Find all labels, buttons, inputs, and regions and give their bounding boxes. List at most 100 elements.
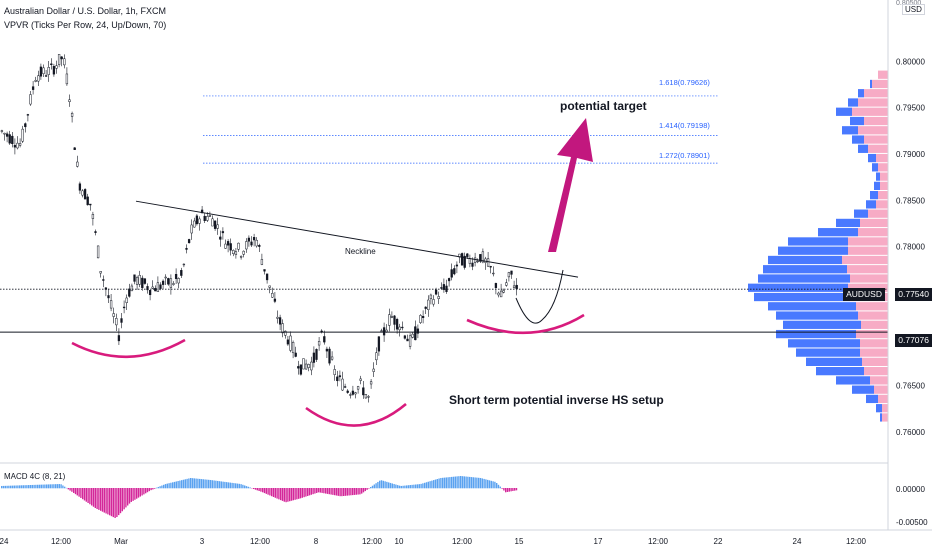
- candle-body: [84, 189, 86, 199]
- candle-body: [394, 316, 396, 324]
- macd-positive-bar: [6, 486, 7, 489]
- candle-body: [477, 261, 479, 262]
- fib-label-1618: 1.618(0.79626): [659, 78, 710, 87]
- candle-body: [303, 359, 305, 369]
- macd-negative-bar: [285, 488, 286, 502]
- macd-negative-bar: [278, 488, 279, 499]
- candle-body: [238, 243, 240, 249]
- macd-negative-bar: [316, 488, 317, 493]
- vpvr-up-bar: [842, 126, 858, 134]
- vpvr-down-bar: [868, 145, 888, 153]
- macd-positive-bar: [471, 477, 472, 488]
- candle-body: [433, 299, 435, 304]
- macd-positive-bar: [212, 480, 213, 488]
- target-arrow[interactable]: [548, 118, 593, 252]
- macd-negative-bar: [352, 488, 353, 495]
- macd-negative-bar: [96, 488, 97, 509]
- vpvr-down-bar: [864, 89, 888, 97]
- macd-negative-bar: [507, 488, 508, 492]
- vpvr-down-bar: [878, 395, 888, 403]
- macd-positive-bar: [386, 482, 387, 488]
- indicator-label[interactable]: VPVR (Ticks Per Row, 24, Up/Down, 70): [4, 20, 166, 30]
- candle-body: [193, 221, 195, 227]
- macd-positive-bar: [249, 487, 250, 488]
- macd-positive-bar: [248, 487, 249, 489]
- candle-body: [230, 243, 232, 250]
- macd-negative-bar: [320, 488, 321, 493]
- macd-positive-bar: [410, 485, 411, 488]
- candle-body: [110, 301, 112, 309]
- macd-positive-bar: [37, 485, 38, 489]
- candle-body: [118, 335, 120, 340]
- candle-body: [282, 324, 284, 333]
- y-tick-label: 0.76500: [896, 382, 925, 391]
- symbol-title[interactable]: Australian Dollar / U.S. Dollar, 1h, FXC…: [4, 6, 166, 16]
- vpvr-up-bar: [876, 172, 880, 180]
- candle-body: [128, 289, 130, 296]
- left-shoulder-curve[interactable]: [72, 340, 185, 357]
- candle-body: [30, 95, 32, 105]
- macd-positive-bar: [500, 487, 501, 489]
- vpvr-up-bar: [858, 89, 864, 97]
- vpvr-down-bar: [860, 348, 888, 356]
- vpvr-down-bar: [882, 404, 888, 412]
- macd-negative-bar: [275, 488, 276, 498]
- macd-positive-bar: [172, 482, 173, 488]
- right-shoulder-curve[interactable]: [467, 315, 584, 333]
- macd-negative-bar: [143, 488, 144, 494]
- neckline[interactable]: [136, 201, 578, 277]
- candle-body: [204, 216, 206, 221]
- macd-positive-bar: [420, 484, 421, 488]
- macd-negative-bar: [113, 488, 114, 517]
- head-curve[interactable]: [306, 404, 406, 426]
- macd-positive-bar: [440, 478, 441, 488]
- macd-positive-bar: [496, 483, 497, 488]
- candle-body: [347, 391, 349, 393]
- macd-negative-bar: [149, 488, 150, 491]
- macd-positive-bar: [190, 478, 191, 488]
- macd-positive-bar: [384, 481, 385, 488]
- macd-positive-bar: [41, 485, 42, 489]
- vpvr-up-bar: [758, 274, 850, 282]
- candle-body: [438, 296, 440, 298]
- macd-positive-bar: [237, 484, 238, 489]
- macd-negative-bar: [84, 488, 85, 500]
- macd-positive-bar: [487, 480, 488, 488]
- currency-button[interactable]: USD: [902, 4, 925, 15]
- macd-negative-bar: [305, 488, 306, 497]
- candle-body: [378, 337, 380, 351]
- candle-body: [113, 314, 115, 317]
- vpvr-up-bar: [818, 228, 858, 236]
- macd-label[interactable]: MACD 4C (8, 21): [4, 472, 65, 481]
- candle-body: [115, 318, 117, 325]
- macd-positive-bar: [210, 480, 211, 488]
- vpvr-up-bar: [880, 413, 882, 421]
- macd-negative-bar: [325, 488, 326, 494]
- macd-positive-bar: [395, 485, 396, 489]
- macd-negative-bar: [77, 488, 78, 495]
- macd-positive-bar: [474, 477, 475, 488]
- candle-body: [383, 328, 385, 336]
- candle-body: [48, 67, 50, 74]
- candle-body: [186, 248, 188, 249]
- macd-negative-bar: [343, 488, 344, 496]
- macd-positive-bar: [60, 484, 61, 488]
- macd-negative-bar: [514, 488, 515, 491]
- x-tick-label: 3: [200, 537, 205, 546]
- macd-negative-bar: [365, 488, 366, 491]
- projection-curve[interactable]: [516, 270, 563, 323]
- vpvr-down-bar: [862, 358, 888, 366]
- vpvr-down-bar: [858, 126, 888, 134]
- candle-body: [141, 278, 143, 288]
- x-tick-label: 24: [793, 537, 802, 546]
- macd-positive-bar: [492, 481, 493, 488]
- macd-positive-bar: [42, 485, 43, 489]
- macd-negative-bar: [354, 488, 355, 495]
- macd-positive-bar: [186, 479, 187, 488]
- macd-negative-bar: [69, 488, 70, 491]
- vpvr-down-bar: [856, 302, 888, 310]
- macd-negative-bar: [318, 488, 319, 492]
- candle-body: [422, 316, 424, 317]
